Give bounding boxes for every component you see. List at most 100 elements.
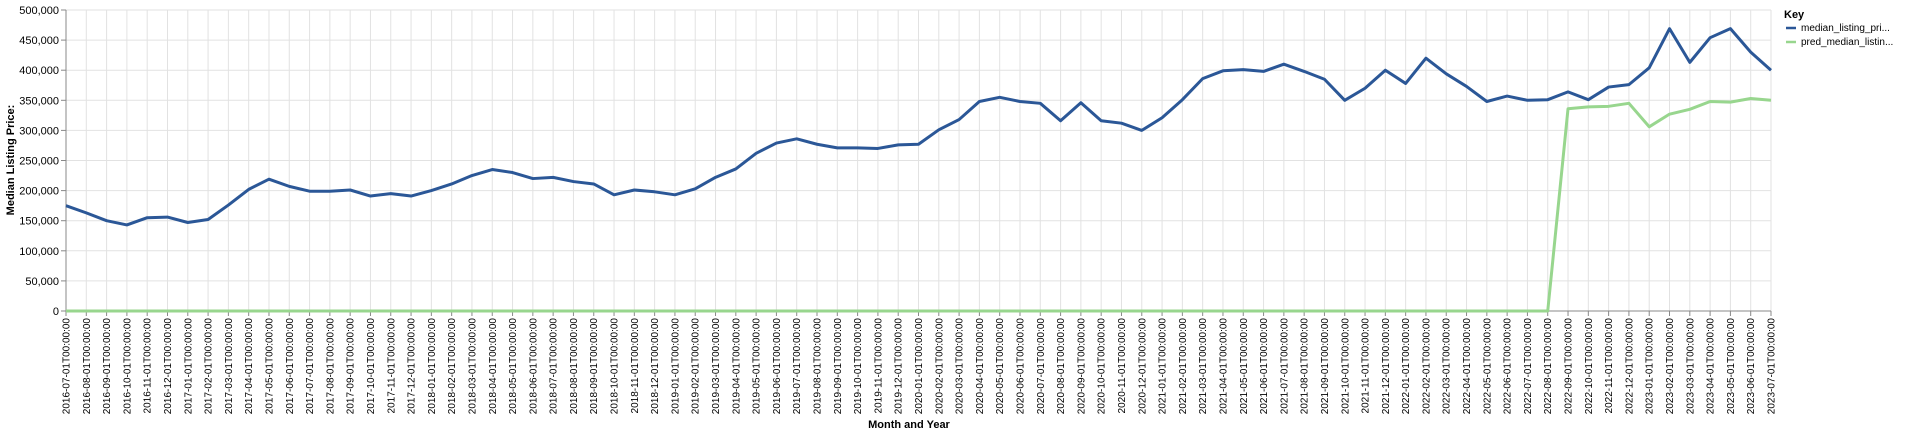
- x-tick-label: 2022-01-01T00:00:00: [1401, 318, 1412, 415]
- series-lines: [65, 27, 1772, 313]
- grid-lines: [65, 9, 1772, 312]
- x-tick-label: 2023-02-01T00:00:00: [1665, 318, 1676, 415]
- x-tick-label: 2022-08-01T00:00:00: [1543, 318, 1554, 415]
- x-axis: 2016-07-01T00:00:00 2016-08-01T00:00:00 20…: [62, 310, 1778, 415]
- x-tick-label: 2019-07-01T00:00:00: [792, 318, 803, 415]
- x-tick-label: 2021-08-01T00:00:00: [1300, 318, 1311, 415]
- x-tick-label: 2017-03-01T00:00:00: [224, 318, 235, 415]
- y-tick-label: 0: [53, 306, 59, 318]
- x-tick-label: 2023-06-01T00:00:00: [1746, 318, 1757, 415]
- x-tick-label: 2020-09-01T00:00:00: [1076, 318, 1087, 415]
- x-tick-label: 2017-10-01T00:00:00: [366, 318, 377, 415]
- series-line-0: [65, 27, 1772, 227]
- x-tick-label: 2019-06-01T00:00:00: [772, 318, 783, 415]
- x-tick-label: 2020-10-01T00:00:00: [1097, 318, 1108, 415]
- x-tick-label: 2022-04-01T00:00:00: [1462, 318, 1473, 415]
- x-tick-label: 2018-04-01T00:00:00: [488, 318, 499, 415]
- x-tick-label: 2017-02-01T00:00:00: [204, 318, 215, 415]
- x-tick-label: 2022-03-01T00:00:00: [1442, 318, 1453, 415]
- y-tick-label: 450,000: [19, 35, 59, 47]
- x-tick-label: 2019-05-01T00:00:00: [752, 318, 763, 415]
- x-tick-label: 2022-07-01T00:00:00: [1523, 318, 1534, 415]
- x-tick-label: 2018-11-01T00:00:00: [630, 318, 641, 414]
- x-tick-label: 2022-05-01T00:00:00: [1482, 318, 1493, 415]
- x-tick-label: 2019-04-01T00:00:00: [731, 318, 742, 415]
- x-tick-label: 2016-11-01T00:00:00: [143, 318, 154, 414]
- x-tick-label: 2020-01-01T00:00:00: [914, 318, 925, 415]
- x-tick-label: 2021-09-01T00:00:00: [1320, 318, 1331, 415]
- x-tick-label: 2021-07-01T00:00:00: [1279, 318, 1290, 415]
- x-tick-label: 2016-08-01T00:00:00: [82, 318, 93, 415]
- x-tick-label: 2016-07-01T00:00:00: [62, 318, 73, 415]
- y-tick-label: 350,000: [19, 95, 59, 107]
- x-tick-label: 2021-03-01T00:00:00: [1198, 318, 1209, 415]
- x-tick-label: 2021-11-01T00:00:00: [1361, 318, 1372, 414]
- x-tick-label: 2018-08-01T00:00:00: [569, 318, 580, 415]
- x-tick-label: 2021-02-01T00:00:00: [1178, 318, 1189, 415]
- x-tick-label: 2019-01-01T00:00:00: [670, 318, 681, 415]
- x-tick-label: 2021-05-01T00:00:00: [1239, 318, 1250, 415]
- x-tick-label: 2021-01-01T00:00:00: [1158, 318, 1169, 415]
- x-tick-label: 2022-02-01T00:00:00: [1421, 318, 1432, 415]
- series-line-1: [66, 96, 1772, 313]
- x-tick-label: 2020-08-01T00:00:00: [1056, 318, 1067, 415]
- x-tick-label: 2021-10-01T00:00:00: [1340, 318, 1351, 415]
- x-tick-label: 2017-05-01T00:00:00: [264, 318, 275, 415]
- y-tick-label: 100,000: [19, 246, 59, 258]
- x-tick-label: 2023-04-01T00:00:00: [1706, 318, 1717, 415]
- y-axis: 0 50,000 100,000 150,000 200,000 250,000 300,0…: [19, 5, 67, 318]
- x-tick-label: 2020-12-01T00:00:00: [1137, 318, 1148, 415]
- x-tick-label: 2023-07-01T00:00:00: [1767, 318, 1778, 415]
- x-tick-label: 2016-09-01T00:00:00: [102, 318, 113, 415]
- y-tick-label: 150,000: [19, 216, 59, 228]
- x-tick-label: 2018-06-01T00:00:00: [528, 318, 539, 415]
- x-tick-label: 2020-05-01T00:00:00: [995, 318, 1006, 415]
- y-tick-label: 200,000: [19, 186, 59, 198]
- x-tick-label: 2017-11-01T00:00:00: [386, 318, 397, 414]
- x-tick-label: 2018-12-01T00:00:00: [650, 318, 661, 415]
- x-tick-label: 2023-05-01T00:00:00: [1726, 318, 1737, 415]
- x-axis-title: Month and Year: [868, 419, 950, 431]
- y-tick-label: 50,000: [25, 276, 59, 288]
- x-tick-label: 2016-10-01T00:00:00: [122, 318, 133, 415]
- x-tick-label: 2018-01-01T00:00:00: [427, 318, 438, 415]
- y-tick-label: 300,000: [19, 125, 59, 137]
- x-tick-label: 2017-04-01T00:00:00: [244, 318, 255, 415]
- x-tick-label: 2019-11-01T00:00:00: [873, 318, 884, 414]
- x-tick-label: 2020-11-01T00:00:00: [1117, 318, 1128, 414]
- x-tick-label: 2020-03-01T00:00:00: [955, 318, 966, 415]
- x-tick-label: 2022-10-01T00:00:00: [1584, 318, 1595, 415]
- x-tick-label: 2017-07-01T00:00:00: [305, 318, 316, 415]
- y-tick-label: 500,000: [19, 5, 59, 17]
- x-tick-label: 2020-02-01T00:00:00: [934, 318, 945, 415]
- x-tick-label: 2022-06-01T00:00:00: [1503, 318, 1514, 415]
- x-tick-label: 2020-07-01T00:00:00: [1036, 318, 1047, 415]
- x-tick-label: 2022-09-01T00:00:00: [1564, 318, 1575, 415]
- y-tick-label: 400,000: [19, 65, 59, 77]
- legend-label: median_listing_pri...: [1801, 23, 1890, 34]
- x-tick-label: 2021-06-01T00:00:00: [1259, 318, 1270, 415]
- x-tick-label: 2018-03-01T00:00:00: [467, 318, 478, 415]
- x-tick-label: 2019-12-01T00:00:00: [894, 318, 905, 415]
- x-tick-label: 2020-04-01T00:00:00: [975, 318, 986, 415]
- x-tick-label: 2017-12-01T00:00:00: [407, 318, 418, 415]
- x-tick-label: 2017-01-01T00:00:00: [183, 318, 194, 415]
- x-tick-label: 2021-12-01T00:00:00: [1381, 318, 1392, 415]
- x-tick-label: 2022-12-01T00:00:00: [1624, 318, 1635, 415]
- x-tick-label: 2019-03-01T00:00:00: [711, 318, 722, 415]
- x-tick-label: 2020-06-01T00:00:00: [1015, 318, 1026, 415]
- x-tick-label: 2017-09-01T00:00:00: [346, 318, 357, 415]
- x-tick-label: 2018-09-01T00:00:00: [589, 318, 600, 415]
- legend: Key median_listing_pri... pred_median_lis…: [1784, 9, 1893, 48]
- y-tick-label: 250,000: [19, 156, 59, 168]
- x-tick-label: 2018-05-01T00:00:00: [508, 318, 519, 415]
- x-tick-label: 2019-02-01T00:00:00: [691, 318, 702, 415]
- x-tick-label: 2021-04-01T00:00:00: [1218, 318, 1229, 415]
- legend-label: pred_median_listin...: [1801, 37, 1893, 48]
- x-tick-label: 2019-10-01T00:00:00: [853, 318, 864, 415]
- x-tick-label: 2019-08-01T00:00:00: [813, 318, 824, 415]
- x-tick-label: 2018-02-01T00:00:00: [447, 318, 458, 415]
- x-tick-label: 2023-03-01T00:00:00: [1685, 318, 1696, 415]
- x-tick-label: 2017-08-01T00:00:00: [325, 318, 336, 415]
